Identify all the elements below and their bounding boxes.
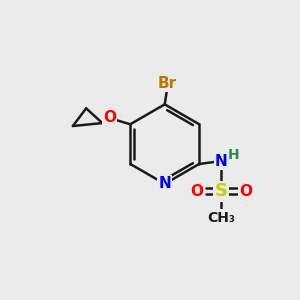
Text: O: O [239,184,253,199]
Text: CH₃: CH₃ [207,211,235,225]
Text: O: O [103,110,116,125]
Text: Br: Br [158,76,177,91]
Text: H: H [228,148,239,162]
Text: N: N [215,154,228,169]
Text: O: O [190,184,203,199]
Text: N: N [158,176,171,191]
Text: S: S [215,182,228,200]
